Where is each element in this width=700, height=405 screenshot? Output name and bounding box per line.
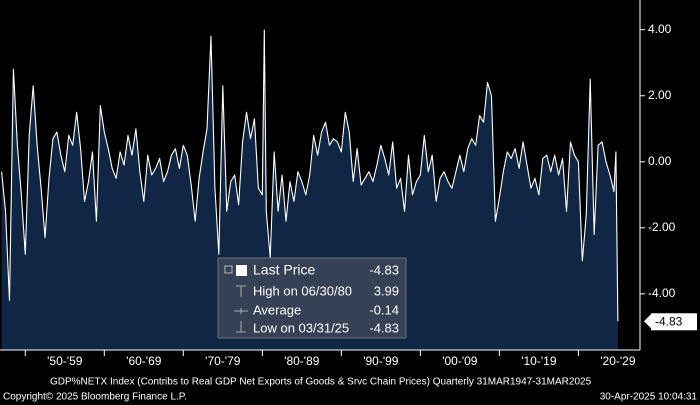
y-tick-label: -2.00	[648, 220, 676, 234]
y-tick-label: 2.00	[648, 88, 672, 102]
footer-copyright: Copyright© 2025 Bloomberg Finance L.P.	[3, 392, 187, 403]
last-price-label: -4.83	[655, 314, 683, 328]
plot-area	[1, 29, 619, 351]
x-tick-label: '10-'19	[521, 354, 557, 368]
legend-collapse-icon	[224, 265, 233, 274]
legend-value: -4.83	[369, 262, 399, 277]
y-tick-label: 4.00	[648, 22, 672, 36]
footer-note: GDP%NETX Index (Contribs to Real GDP Net…	[50, 377, 592, 388]
legend-label: Average	[253, 302, 301, 317]
x-tick-label: '00-'09	[442, 354, 478, 368]
footer-timestamp: 30-Apr-2025 10:04:31	[600, 392, 698, 403]
last-price-pointer	[644, 313, 652, 330]
x-tick-label: '60-'69	[126, 354, 162, 368]
y-tick-label: 0.00	[648, 154, 672, 168]
x-tick-label: '90-'99	[363, 354, 399, 368]
legend-value: -0.14	[369, 302, 399, 317]
legend-high-icon	[236, 285, 246, 297]
legend: Last Price -4.83 High on 06/30/80 3.99 Avera…	[217, 257, 407, 339]
area	[1, 30, 618, 351]
legend-value: 3.99	[374, 283, 399, 298]
legend-box	[217, 257, 407, 339]
legend-value: -4.83	[369, 320, 399, 335]
legend-average-icon	[234, 308, 248, 314]
x-tick-label: '80-'89	[284, 354, 320, 368]
legend-label: Low on 03/31/25	[253, 320, 349, 335]
legend-low-icon	[236, 321, 246, 333]
x-tick-label: '50-'59	[47, 354, 83, 368]
x-tick-label: '70-'79	[205, 354, 241, 368]
last-price-tag	[651, 313, 697, 331]
line	[1, 29, 619, 322]
legend-swatch	[236, 265, 247, 276]
x-tick-label: '20-'29	[600, 354, 636, 368]
legend-label: High on 06/30/80	[253, 283, 352, 298]
y-tick-label: -4.00	[648, 286, 676, 300]
legend-label: Last Price	[253, 262, 315, 278]
